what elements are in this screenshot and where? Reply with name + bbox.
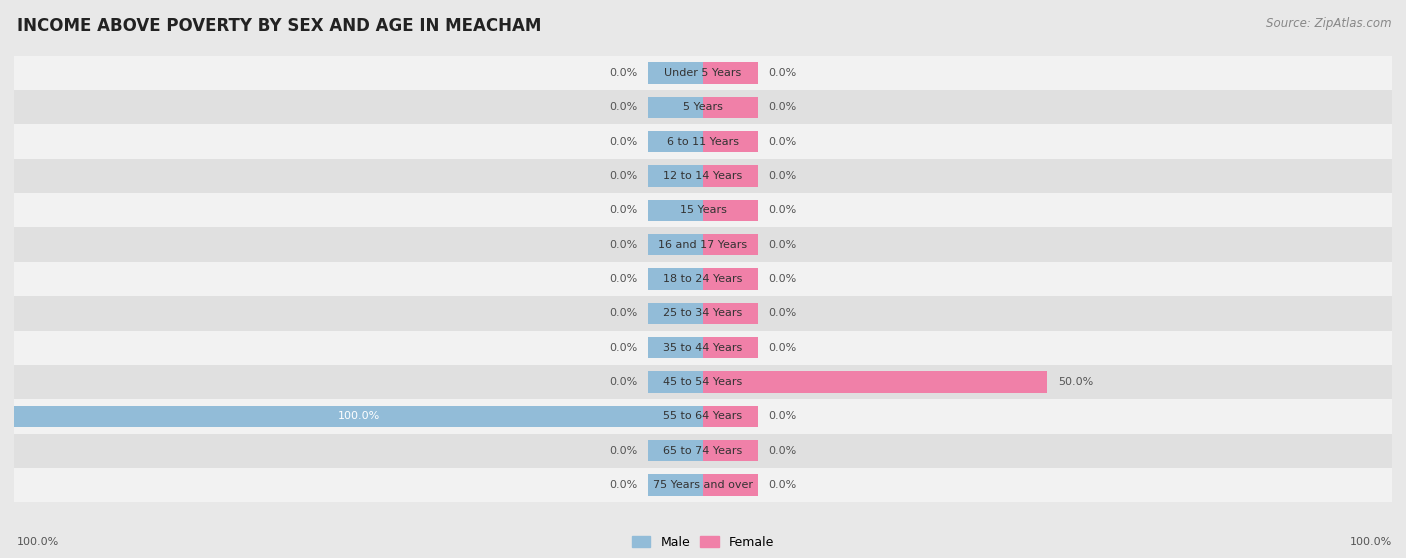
Text: 45 to 54 Years: 45 to 54 Years <box>664 377 742 387</box>
Text: INCOME ABOVE POVERTY BY SEX AND AGE IN MEACHAM: INCOME ABOVE POVERTY BY SEX AND AGE IN M… <box>17 17 541 35</box>
Bar <box>703 165 758 186</box>
Bar <box>14 468 1392 502</box>
Bar <box>703 372 1047 393</box>
Text: 0.0%: 0.0% <box>769 309 797 318</box>
Text: 0.0%: 0.0% <box>769 171 797 181</box>
Text: 0.0%: 0.0% <box>769 274 797 284</box>
Text: 0.0%: 0.0% <box>769 480 797 490</box>
Bar <box>703 337 758 358</box>
Bar <box>648 302 703 324</box>
Bar <box>14 124 1392 159</box>
Text: 0.0%: 0.0% <box>609 480 637 490</box>
Text: 0.0%: 0.0% <box>769 137 797 147</box>
Bar <box>703 97 758 118</box>
Text: 55 to 64 Years: 55 to 64 Years <box>664 411 742 421</box>
Text: 18 to 24 Years: 18 to 24 Years <box>664 274 742 284</box>
Text: 0.0%: 0.0% <box>609 205 637 215</box>
Bar <box>703 131 758 152</box>
Text: 75 Years and over: 75 Years and over <box>652 480 754 490</box>
Text: 0.0%: 0.0% <box>769 205 797 215</box>
Bar <box>703 406 758 427</box>
Text: 0.0%: 0.0% <box>769 343 797 353</box>
Text: 0.0%: 0.0% <box>769 68 797 78</box>
Bar <box>648 200 703 221</box>
Bar <box>648 268 703 290</box>
Bar <box>648 97 703 118</box>
Text: 16 and 17 Years: 16 and 17 Years <box>658 240 748 249</box>
Bar <box>703 440 758 461</box>
Bar <box>648 440 703 461</box>
Bar <box>14 296 1392 330</box>
Bar <box>648 131 703 152</box>
Text: 0.0%: 0.0% <box>609 377 637 387</box>
Text: 0.0%: 0.0% <box>609 343 637 353</box>
Bar <box>703 474 758 496</box>
Bar <box>703 62 758 84</box>
Text: 5 Years: 5 Years <box>683 102 723 112</box>
Bar <box>648 62 703 84</box>
Text: 65 to 74 Years: 65 to 74 Years <box>664 446 742 456</box>
Bar <box>14 159 1392 193</box>
Bar <box>648 372 703 393</box>
Bar <box>14 90 1392 124</box>
Bar <box>14 330 1392 365</box>
Text: 6 to 11 Years: 6 to 11 Years <box>666 137 740 147</box>
Text: 0.0%: 0.0% <box>609 68 637 78</box>
Text: 0.0%: 0.0% <box>769 446 797 456</box>
Bar <box>14 56 1392 90</box>
Text: 0.0%: 0.0% <box>609 274 637 284</box>
Text: 12 to 14 Years: 12 to 14 Years <box>664 171 742 181</box>
Bar <box>648 474 703 496</box>
Bar <box>14 365 1392 399</box>
Text: 0.0%: 0.0% <box>609 309 637 318</box>
Text: 35 to 44 Years: 35 to 44 Years <box>664 343 742 353</box>
Bar <box>648 234 703 256</box>
Text: 0.0%: 0.0% <box>769 240 797 249</box>
Bar <box>14 406 703 427</box>
Bar <box>703 200 758 221</box>
Bar <box>648 165 703 186</box>
Text: 0.0%: 0.0% <box>769 102 797 112</box>
Text: 0.0%: 0.0% <box>609 446 637 456</box>
Text: Source: ZipAtlas.com: Source: ZipAtlas.com <box>1267 17 1392 30</box>
Text: 100.0%: 100.0% <box>1350 537 1392 547</box>
Bar <box>703 268 758 290</box>
Bar <box>703 302 758 324</box>
Bar <box>14 193 1392 228</box>
Bar <box>648 337 703 358</box>
Text: 0.0%: 0.0% <box>609 240 637 249</box>
Text: Under 5 Years: Under 5 Years <box>665 68 741 78</box>
Bar <box>703 234 758 256</box>
Text: 0.0%: 0.0% <box>769 411 797 421</box>
Text: 15 Years: 15 Years <box>679 205 727 215</box>
Text: 25 to 34 Years: 25 to 34 Years <box>664 309 742 318</box>
Text: 0.0%: 0.0% <box>609 137 637 147</box>
Text: 100.0%: 100.0% <box>337 411 380 421</box>
Text: 0.0%: 0.0% <box>609 102 637 112</box>
Text: 50.0%: 50.0% <box>1057 377 1092 387</box>
Bar <box>14 228 1392 262</box>
Text: 100.0%: 100.0% <box>17 537 59 547</box>
Bar <box>14 399 1392 434</box>
Legend: Male, Female: Male, Female <box>627 531 779 554</box>
Bar <box>14 262 1392 296</box>
Text: 0.0%: 0.0% <box>609 171 637 181</box>
Bar <box>14 434 1392 468</box>
